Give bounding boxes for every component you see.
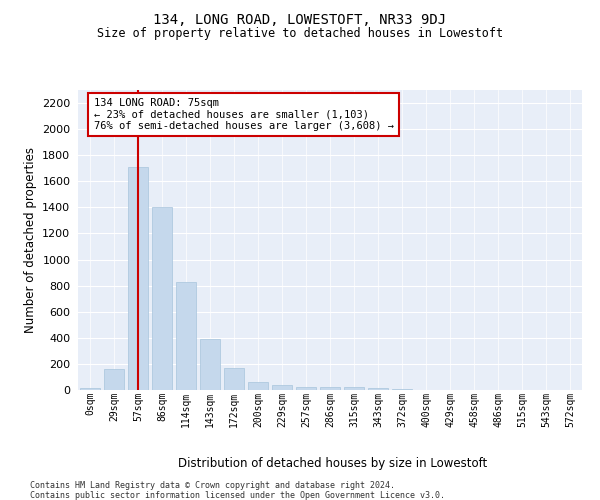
Text: 134 LONG ROAD: 75sqm
← 23% of detached houses are smaller (1,103)
76% of semi-de: 134 LONG ROAD: 75sqm ← 23% of detached h… <box>94 98 394 131</box>
Bar <box>320 386 340 390</box>
Bar <box>200 339 220 390</box>
Bar <box>296 386 316 390</box>
Bar <box>80 388 100 390</box>
Bar <box>104 369 124 390</box>
Bar <box>224 368 244 390</box>
Text: Contains HM Land Registry data © Crown copyright and database right 2024.: Contains HM Land Registry data © Crown c… <box>30 481 395 490</box>
Y-axis label: Number of detached properties: Number of detached properties <box>23 147 37 333</box>
Bar <box>152 208 172 390</box>
Text: Size of property relative to detached houses in Lowestoft: Size of property relative to detached ho… <box>97 28 503 40</box>
Text: Distribution of detached houses by size in Lowestoft: Distribution of detached houses by size … <box>178 458 488 470</box>
Bar <box>392 388 412 390</box>
Text: 134, LONG ROAD, LOWESTOFT, NR33 9DJ: 134, LONG ROAD, LOWESTOFT, NR33 9DJ <box>154 12 446 26</box>
Bar <box>272 386 292 390</box>
Bar <box>176 282 196 390</box>
Bar <box>368 388 388 390</box>
Bar <box>344 386 364 390</box>
Bar <box>128 167 148 390</box>
Bar <box>248 382 268 390</box>
Text: Contains public sector information licensed under the Open Government Licence v3: Contains public sector information licen… <box>30 491 445 500</box>
